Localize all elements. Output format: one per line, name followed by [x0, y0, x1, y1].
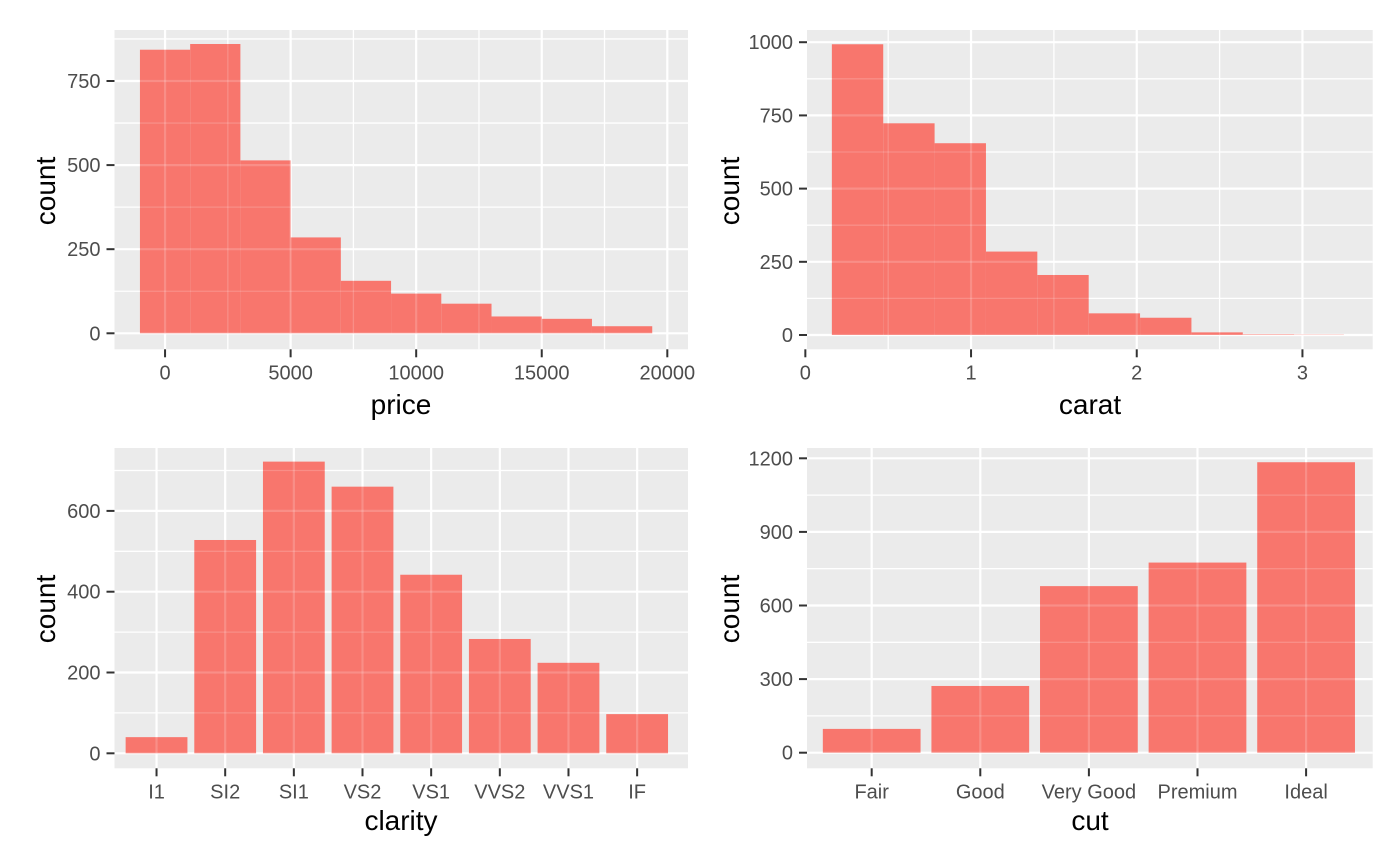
- x-axis-tick-label: 15000: [514, 362, 570, 384]
- x-axis-tick-label: Premium: [1157, 781, 1237, 803]
- clarity-bar-chart-bars: [125, 461, 669, 754]
- y-axis-tick-label: 500: [760, 179, 793, 201]
- histogram-bar: [934, 143, 986, 336]
- x-axis-tick-label: 3: [1297, 362, 1308, 384]
- bar-Good: [931, 685, 1030, 753]
- y-axis-tick-label: 750: [760, 105, 793, 127]
- y-axis-tick-label: 200: [67, 663, 100, 685]
- x-axis-title-carat: carat: [1058, 389, 1122, 420]
- histogram-bar: [240, 160, 291, 334]
- clarity-bar-chart-ticks: I1 SI2 SI1 VS2 VS1 VVS2 VVS1 IF 0 200 400 600: [67, 501, 646, 803]
- y-axis-tick-label: 500: [67, 155, 100, 177]
- histogram-bar: [391, 293, 442, 334]
- y-axis-tick-label: 250: [67, 239, 100, 261]
- bar-SI2: [194, 539, 257, 754]
- cut-bar-chart-grid: [807, 448, 1373, 769]
- x-axis-tick-label: Ideal: [1284, 781, 1327, 803]
- bar-Very Good: [1040, 586, 1138, 753]
- y-axis-tick-label: 250: [760, 252, 793, 274]
- y-axis-tick-label: 600: [67, 501, 100, 523]
- histogram-bar: [985, 251, 1038, 336]
- bar-VVS1: [537, 662, 600, 754]
- y-axis-tick-label: 600: [760, 596, 793, 618]
- y-axis-tick-label: 750: [67, 71, 100, 93]
- x-axis-tick-label: IF: [628, 781, 646, 803]
- histogram-bar: [883, 123, 935, 336]
- bar-Ideal: [1257, 462, 1355, 753]
- clarity-bar-chart: I1 SI2 SI1 VS2 VS1 VVS2 VVS1 IF 0 200 400 600: [67, 448, 688, 803]
- y-axis-tick-label: 1000: [749, 32, 794, 54]
- bar-I1: [125, 737, 188, 754]
- price-histogram-ticks: 0 5000 10000 15000 20000 0 250 500 750: [67, 71, 695, 384]
- bar-IF: [606, 714, 669, 754]
- x-axis-tick-label: 5000: [268, 362, 313, 384]
- y-axis-tick-label: 1200: [749, 448, 794, 470]
- x-axis-tick-label: 2: [1131, 362, 1142, 384]
- x-axis-tick-label: 0: [800, 362, 811, 384]
- histogram-bar: [1140, 317, 1192, 336]
- x-axis-tick-label: Good: [956, 781, 1005, 803]
- x-axis-tick-label: VS1: [412, 781, 450, 803]
- clarity-bar-chart-grid: [114, 448, 688, 769]
- cut-bar-chart-bars: [822, 462, 1355, 753]
- bar-VVS2: [468, 638, 531, 754]
- x-axis-tick-label: VVS2: [474, 781, 525, 803]
- y-axis-tick-label: 0: [782, 325, 793, 347]
- x-axis-tick-label: Fair: [854, 781, 889, 803]
- x-axis-title-clarity: clarity: [364, 805, 438, 836]
- x-axis-tick-label: Very Good: [1042, 781, 1137, 803]
- histogram-bar: [340, 280, 392, 334]
- carat-histogram-grid: [804, 30, 1373, 350]
- price-histogram-grid: [114, 30, 688, 350]
- histogram-bar: [491, 316, 542, 334]
- x-axis-tick-label: VVS1: [543, 781, 594, 803]
- x-axis-tick-label: I1: [148, 781, 165, 803]
- histogram-bar: [1191, 332, 1243, 336]
- y-axis-tick-label: 300: [760, 669, 793, 691]
- y-axis-title-count-top-right: count: [714, 156, 745, 226]
- histogram-bar: [1088, 313, 1141, 336]
- y-axis-tick-label: 0: [89, 743, 100, 765]
- y-axis-tick-label: 900: [760, 522, 793, 544]
- histogram-bar: [591, 326, 653, 334]
- carat-histogram: 0 1 2 3 0 250 500 750 1000: [749, 30, 1373, 384]
- bar-SI1: [262, 461, 325, 754]
- y-axis-tick-label: 0: [89, 323, 100, 345]
- cut-bar-chart: Fair Good Very Good Premium Ideal 0 300 600 900 1…: [749, 448, 1373, 803]
- x-axis-title-price: price: [370, 389, 432, 420]
- histogram-bar: [441, 303, 492, 334]
- x-axis-tick-label: SI2: [210, 781, 240, 803]
- histogram-bar: [190, 43, 241, 334]
- y-axis-tick-label: 400: [67, 582, 100, 604]
- histogram-bar: [139, 49, 191, 334]
- x-axis-tick-label: SI1: [279, 781, 309, 803]
- histogram-bar: [541, 318, 592, 334]
- carat-histogram-ticks: 0 1 2 3 0 250 500 750 1000: [749, 32, 1309, 384]
- x-axis-title-cut: cut: [1071, 805, 1109, 836]
- y-axis-title-count-bottom-right: count: [714, 574, 745, 644]
- cut-bar-chart-ticks: Fair Good Very Good Premium Ideal 0 300 600 900 1…: [749, 448, 1328, 803]
- x-axis-tick-label: VS2: [344, 781, 382, 803]
- carat-histogram-bars: [831, 44, 1344, 336]
- bar-VS2: [331, 486, 394, 754]
- price-histogram: 0 5000 10000 15000 20000 0 250 500 750: [67, 30, 695, 384]
- x-axis-tick-label: 1: [965, 362, 976, 384]
- histogram-bar: [831, 44, 884, 336]
- y-axis-title-count-top-left: count: [30, 156, 61, 226]
- price-histogram-bars: [139, 43, 653, 334]
- y-axis-title-count-bottom-left: count: [30, 574, 61, 644]
- x-axis-tick-label: 20000: [639, 362, 695, 384]
- bar-Premium: [1148, 562, 1247, 753]
- bar-VS1: [400, 574, 463, 754]
- x-axis-tick-label: 10000: [388, 362, 444, 384]
- x-axis-tick-label: 0: [159, 362, 170, 384]
- histogram-bar: [1242, 334, 1295, 336]
- histogram-bar: [290, 237, 341, 334]
- histogram-bar: [1037, 274, 1089, 336]
- y-axis-tick-label: 0: [782, 743, 793, 765]
- bar-Fair: [822, 728, 921, 753]
